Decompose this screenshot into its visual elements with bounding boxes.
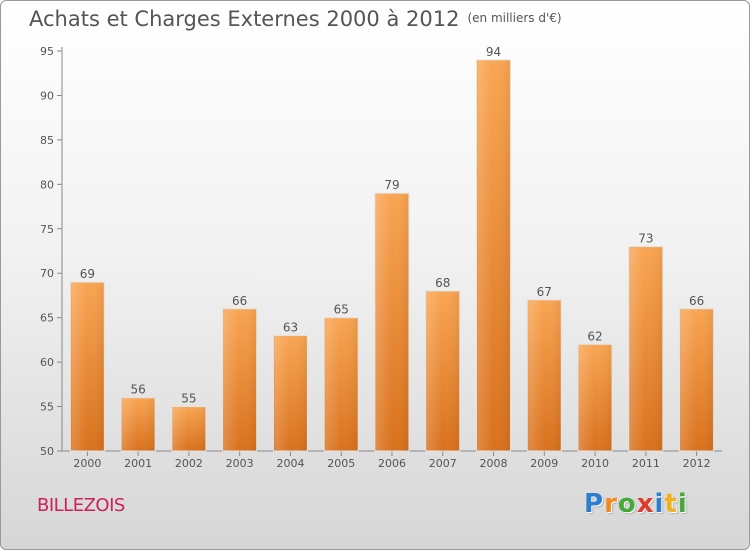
y-tick-label: 70 <box>40 267 54 280</box>
chart-axes: 50 55 60 65 70 75 80 85 90 95 2000 2001 2002 2003 2004… <box>40 45 722 470</box>
x-tick-label: 2010 <box>581 457 609 470</box>
y-tick-label: 95 <box>40 45 54 58</box>
bar-shade <box>223 309 256 451</box>
y-tick-label: 85 <box>40 134 54 147</box>
bar-shade <box>376 194 408 451</box>
logo-letter: t <box>664 489 678 519</box>
logo-letter: P <box>584 489 605 519</box>
chart-subtitle: (en milliers d'€) <box>467 11 562 25</box>
x-tick-label: 2000 <box>73 457 101 470</box>
bar-shade <box>122 398 155 451</box>
logo-letter: i <box>677 489 688 519</box>
bar-shade <box>477 60 510 452</box>
bar-shade <box>426 292 459 451</box>
y-tick-label: 90 <box>40 89 54 102</box>
data-label-2004: 63 <box>283 320 298 334</box>
chart-data-labels: 69 56 55 66 63 65 79 68 94 67 62 73 66 <box>80 45 705 406</box>
x-tick-label: 2002 <box>175 457 203 470</box>
chart-title: Achats et Charges Externes 2000 à 2012 (e… <box>29 7 562 31</box>
x-tick-label: 2009 <box>530 457 558 470</box>
x-tick-label: 2005 <box>327 457 355 470</box>
logo-letter: x <box>636 489 655 519</box>
chart-title-text: Achats et Charges Externes 2000 à 2012 <box>29 7 460 31</box>
x-tick-label: 2008 <box>480 457 508 470</box>
logo-letter: r <box>604 489 618 519</box>
bar-shade <box>528 300 561 451</box>
data-label-2009: 67 <box>537 285 552 299</box>
x-tick-label: 2011 <box>632 457 660 470</box>
data-label-2011: 73 <box>638 232 653 246</box>
logo-letter: i <box>654 489 665 519</box>
y-tick-label: 50 <box>40 445 54 458</box>
data-label-2012: 66 <box>689 294 704 308</box>
data-label-2002: 55 <box>181 392 196 406</box>
data-label-2010: 62 <box>587 329 602 343</box>
logo-letter: o <box>617 489 637 519</box>
bar-shade <box>274 336 307 451</box>
x-tick-label: 2004 <box>276 457 304 470</box>
y-tick-label: 65 <box>40 312 54 325</box>
bar-shade <box>629 247 662 451</box>
x-tick-label: 2006 <box>378 457 406 470</box>
commune-name: BILLEZOIS <box>37 495 125 516</box>
y-tick-label: 80 <box>40 178 54 191</box>
data-label-2008: 94 <box>486 45 501 59</box>
data-label-2007: 68 <box>435 276 450 290</box>
bar-shade <box>680 309 713 451</box>
bar-shade <box>71 283 104 451</box>
x-tick-label: 2003 <box>226 457 254 470</box>
data-label-2006: 79 <box>384 178 399 192</box>
y-tick-label: 55 <box>40 401 54 414</box>
data-label-2000: 69 <box>80 267 95 281</box>
y-tick-label: 75 <box>40 223 54 236</box>
bar-shade <box>325 318 358 451</box>
bar-shade <box>172 407 205 451</box>
data-label-2003: 66 <box>232 294 247 308</box>
data-label-2005: 65 <box>334 303 349 317</box>
x-tick-label: 2012 <box>683 457 711 470</box>
proxiti-logo: Proxiti <box>584 489 688 519</box>
x-tick-label: 2007 <box>429 457 457 470</box>
chart-bars <box>69 59 715 452</box>
bar-shade <box>579 345 612 451</box>
y-tick-label: 60 <box>40 356 54 369</box>
x-tick-label: 2001 <box>124 457 152 470</box>
data-label-2001: 56 <box>131 383 146 397</box>
